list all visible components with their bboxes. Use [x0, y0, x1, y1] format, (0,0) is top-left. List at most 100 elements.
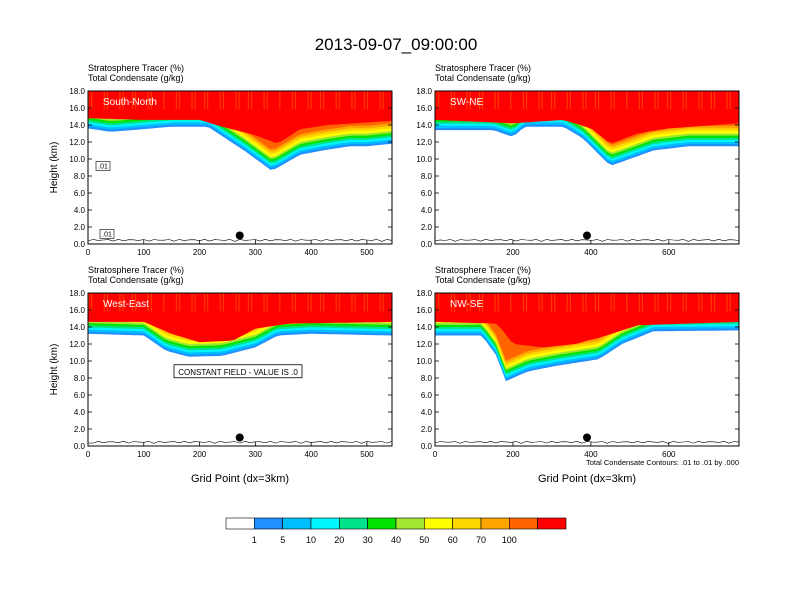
- tracer-streak: [566, 91, 568, 110]
- x-tick-label: 200: [506, 248, 520, 257]
- tracer-streak: [729, 293, 731, 312]
- tracer-streak: [106, 293, 108, 312]
- tracer-streak: [685, 293, 687, 312]
- y-tick-label: 16.0: [69, 306, 85, 315]
- field-title-2: Total Condensate (g/kg): [88, 73, 184, 83]
- tracer-streak: [638, 91, 640, 110]
- tracer-streak: [194, 91, 196, 110]
- y-tick-label: 2.0: [421, 223, 433, 232]
- y-tick-label: 18.0: [416, 289, 432, 298]
- tracer-streak: [641, 293, 643, 312]
- tracer-streak: [135, 293, 137, 312]
- tracer-streak: [88, 91, 90, 110]
- tracer-streak: [147, 91, 149, 110]
- y-tick-label: 10.0: [69, 357, 85, 366]
- tracer-streak: [310, 293, 312, 312]
- tracer-streak: [91, 91, 93, 110]
- tracer-streak: [438, 293, 440, 312]
- y-tick-label: 4.0: [421, 206, 433, 215]
- tracer-streak: [247, 293, 249, 312]
- tracer-streak: [91, 293, 93, 312]
- tracer-streak: [654, 293, 656, 312]
- y-tick-label: 4.0: [74, 206, 86, 215]
- tracer-streak: [363, 91, 365, 110]
- tracer-streak: [310, 91, 312, 110]
- y-tick-label: 2.0: [74, 425, 86, 434]
- tracer-streak: [710, 91, 712, 110]
- tracer-streak: [175, 91, 177, 110]
- x-axis-label: Grid Point (dx=3km): [538, 473, 636, 485]
- y-tick-label: 0.0: [421, 442, 433, 451]
- tracer-streak: [323, 91, 325, 110]
- tracer-streak: [466, 91, 468, 110]
- tracer-streak: [582, 293, 584, 312]
- contour-label-box: [99, 229, 115, 239]
- plot-frame: [87, 292, 393, 447]
- x-tick-label: 0: [86, 248, 91, 257]
- tracer-streak: [354, 293, 356, 312]
- y-tick-label: 14.0: [69, 121, 85, 130]
- location-marker: [583, 231, 591, 240]
- tracer-streak: [466, 293, 468, 312]
- tracer-streak: [106, 91, 108, 110]
- tracer-streak: [266, 91, 268, 110]
- tracer-streak: [450, 91, 452, 110]
- y-tick-label: 10.0: [416, 155, 432, 164]
- tracer-streak: [204, 91, 206, 110]
- contour-label-box: [95, 161, 111, 171]
- y-tick-label: 8.0: [421, 374, 433, 383]
- tracer-streak: [726, 91, 728, 110]
- plot-frame: [434, 292, 740, 447]
- tracer-streak: [657, 293, 659, 312]
- y-tick-label: 18.0: [69, 87, 85, 96]
- location-marker: [235, 231, 244, 240]
- tracer-streak: [194, 293, 196, 312]
- tracer-streak: [538, 91, 540, 110]
- tracer-streak: [701, 293, 703, 312]
- tracer-streak: [435, 91, 437, 110]
- x-tick-label: 200: [193, 248, 207, 257]
- tracer-streak: [626, 293, 628, 312]
- tracer-streak: [582, 91, 584, 110]
- location-marker: [583, 433, 591, 442]
- colorbar-label: 60: [448, 535, 458, 545]
- tracer-streak: [713, 293, 716, 312]
- y-tick-label: 12.0: [69, 340, 85, 349]
- y-tick-label: 16.0: [416, 306, 432, 315]
- location-marker: [235, 433, 244, 442]
- x-tick-label: 0: [433, 450, 438, 459]
- tracer-streak: [366, 293, 369, 312]
- tracer-streak: [626, 91, 628, 110]
- y-tick-label: 8.0: [74, 172, 86, 181]
- tracer-streak: [204, 293, 206, 312]
- tracer-streak: [538, 293, 540, 312]
- tracer-streak: [522, 91, 524, 110]
- y-tick-label: 12.0: [416, 340, 432, 349]
- tracer-streak: [494, 293, 496, 312]
- tracer-streak: [569, 91, 571, 110]
- x-tick-label: 200: [506, 450, 520, 459]
- x-tick-label: 400: [304, 248, 318, 257]
- tracer-streak: [150, 293, 152, 312]
- field-title-2: Total Condensate (g/kg): [435, 275, 531, 285]
- tracer-streak: [307, 293, 309, 312]
- y-tick-label: 8.0: [421, 172, 433, 181]
- tracer-streak: [569, 293, 571, 312]
- colorbar-swatch: [452, 517, 482, 530]
- tracer-streak: [222, 293, 224, 312]
- field-title: Stratosphere Tracer (%): [88, 265, 184, 275]
- y-tick-label: 4.0: [74, 408, 86, 417]
- tracer-streak: [497, 91, 499, 110]
- tracer-streak: [219, 91, 221, 110]
- tracer-streak: [263, 293, 265, 312]
- tracer-streak: [510, 91, 512, 110]
- y-tick-label: 6.0: [74, 391, 86, 400]
- tracer-streak: [510, 293, 512, 312]
- tracer-streak: [438, 91, 440, 110]
- panel-3: Stratosphere Tracer (%)Total Condensate …: [49, 265, 393, 485]
- y-tick-label: 14.0: [416, 121, 432, 130]
- tracer-streak: [610, 91, 612, 110]
- tracer-streak: [469, 91, 471, 110]
- tracer-streak: [541, 91, 543, 110]
- tracer-streak: [613, 91, 615, 110]
